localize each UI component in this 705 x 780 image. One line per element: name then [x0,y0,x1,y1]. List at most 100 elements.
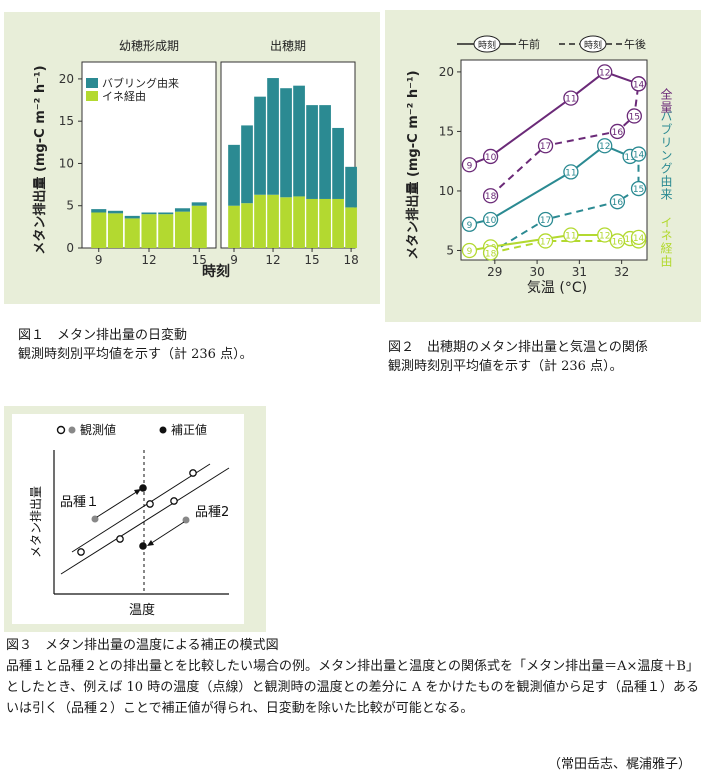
fig2-point [482,245,499,261]
fig2-legend-time-label-2: 時刻 [584,39,602,51]
fig2-point [630,229,647,246]
observed-point [146,500,154,508]
fig3-y-axis-label: メタン排出量 [29,486,43,558]
observed-open-marker [56,425,66,435]
fig2-chart: メタン排出量 (mg-C m⁻² h⁻¹) 気温 (°C) 時刻 午前 時刻 午… [405,35,673,296]
fig1-bar-plant [254,194,266,248]
fig1-bar-bubbling [254,96,266,195]
fig1-legend-bubbling-swatch [86,78,98,88]
fig3-panel: 観測値 補正値 メタン排出量 温度 品種１ 品種2 [4,406,266,632]
fig1-bar-bubbling [332,127,344,199]
fig1-y-axis-label: メタン排出量 (mg-C m⁻² h⁻¹) [32,65,48,254]
fig3-caption: 図３ メタン排出量の温度による補正の模式図 [6,636,279,655]
fig2-point [597,138,613,154]
fig3-x-axis-label: 温度 [129,602,155,618]
fig2-point-label: 13 [624,153,635,163]
fig1-bar-plant [306,198,318,248]
fig1-x-axis-label: 時刻 [202,263,230,280]
variety1-corrected-point [139,484,147,492]
fig2-point-label: 16 [612,237,624,247]
fig2-point [630,76,647,92]
fig2-point [461,242,478,259]
observed-point [170,497,178,505]
fig1-x-tick-label: 12 [141,253,156,267]
variety2-label: 品種2 [195,504,229,520]
fig1-chart: メタン排出量 (mg-C m⁻² h⁻¹) 時刻 0 5 10 15 20 幼穂形成期 9 1… [32,39,359,280]
variety1-label: 品種１ [60,494,99,510]
fig1-y-tick-label: 10 [59,156,74,170]
fig2-point-label: 9 [467,221,473,231]
fig2-point [537,211,554,228]
fig1-x-tick-label: 9 [230,253,238,267]
fig2-point-label: 14 [633,234,645,244]
fig1-caption-note: 観測時刻別平均値を示す（計 236 点）。 [18,347,253,362]
fig1-bar-bubbling [241,125,253,204]
fig1-bar-plant [241,203,253,248]
fig2-point-label: 12 [599,232,610,242]
fig2-point-label: 11 [565,95,576,105]
fig3-description: 品種１と品種２との排出量とを比較したい場合の例。メタン排出量と温度との関係式を「… [6,659,699,716]
fig1-bar-plant [174,211,191,248]
fig2-point-label: 17 [540,142,551,152]
fig2-series-label: イネ経由 [659,216,673,268]
fig2-point-label: 17 [540,237,551,247]
fig2-point [482,148,499,165]
fig1-facet-title: 出穂期 [270,39,306,53]
fig2-caption: 図２ 出穂期のメタン排出量と気温との関係 観測時刻別平均値を示す（計 236 点… [388,338,648,376]
legend-observed: 観測値 [80,422,116,437]
fig1-y-tick-label: 15 [59,114,74,128]
variety2-observed-point [182,516,190,524]
variety2-correction-arrow [149,521,185,545]
fig1-bar-plant [332,198,344,248]
observed-point [116,535,124,543]
fig2-y-tick-label: 15 [439,124,454,138]
fig1-bar-bubbling [280,88,292,198]
fig1-bar-plant [191,205,207,248]
fig1-bar-plant [293,196,305,248]
fig1-facet-title: 幼穂形成期 [119,39,179,53]
variety2-corrected-point [139,542,147,550]
fig1-bar-bubbling [267,78,279,195]
fig2-point [630,146,647,162]
fig2-point-label: 18 [485,249,497,259]
fig2-point [609,233,626,249]
fig2-x-axis-label: 気温 (°C) [527,280,587,296]
fig1-bar-bubbling [174,208,191,212]
fig1-x-tick-label: 9 [95,253,103,267]
fig1-bar-plant [124,218,140,248]
fig1-bar-bubbling [345,166,357,208]
fig1-legend-bubbling: バブリング由来 [102,76,179,90]
fig2-point [626,108,642,124]
fig2-x-tick-label: 32 [614,265,629,279]
fig2-point [630,180,647,197]
fig2-point-label: 16 [612,198,624,208]
variety1-arrow-head [134,489,141,495]
fig2-legend: 時刻 午前 時刻 午後 [457,35,646,53]
legend-corrected: 補正値 [171,422,207,437]
fig2-point-label: 18 [485,192,497,202]
variety1-regression-line [71,463,211,553]
fig1-x-tick-label: 15 [304,253,319,267]
fig2-point [563,90,579,106]
observed-point [189,469,197,477]
observed-gray-marker [68,426,76,434]
fig2-point-label: 11 [565,168,576,178]
variety1-observed-point [91,515,99,523]
fig2-point [482,188,499,204]
fig1-bar-bubbling [107,210,124,214]
fig1-caption: 図１ メタン排出量の日変動 観測時刻別平均値を示す（計 236 点）。 [18,326,253,364]
fig2-legend-time-label: 時刻 [478,39,496,51]
fig1-bar-plant [267,194,279,248]
fig2-x-tick-label: 30 [529,265,544,279]
fig1-bar-plant [345,207,357,248]
fig2-point [461,216,478,232]
fig1-x-tick-label: 12 [265,253,280,267]
fig2-point-label: 9 [467,161,473,171]
fig1-bar-bubbling [319,105,331,199]
variety2-regression-line [60,467,230,575]
author-credit: （常田岳志、梶浦雅子） [547,757,691,772]
fig2-point-label: 15 [629,112,640,122]
fig2-point-label: 10 [485,153,497,163]
fig1-bar-plant [91,212,107,248]
observed-point [77,548,85,556]
